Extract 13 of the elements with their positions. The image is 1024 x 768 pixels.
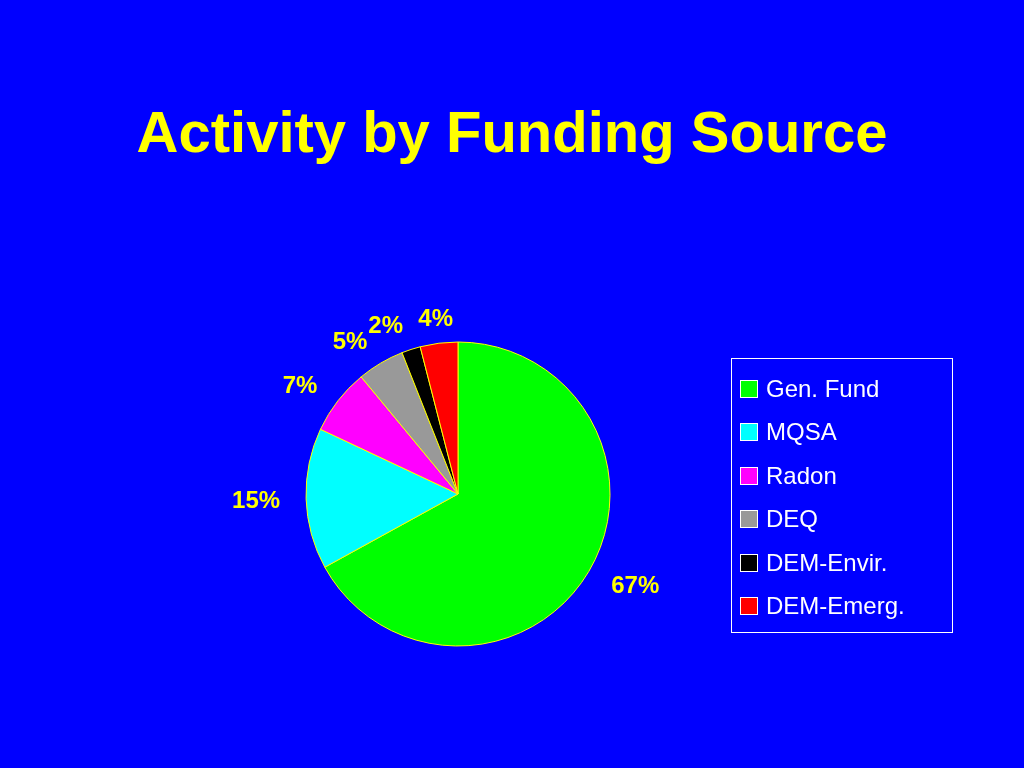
legend-label: MQSA — [766, 418, 837, 447]
data-label: 5% — [332, 327, 368, 355]
data-label: 15% — [232, 486, 281, 514]
chart-title: Activity by Funding Source — [135, 98, 889, 165]
legend-label: DEQ — [766, 505, 819, 534]
data-label: 4% — [418, 303, 454, 331]
legend-label: DEM-Emerg. — [766, 592, 905, 621]
legend-label: Radon — [766, 461, 837, 490]
legend-label: DEM-Envir. — [766, 548, 888, 577]
legend-label: Gen. Fund — [766, 374, 880, 403]
data-label: 2% — [368, 311, 403, 339]
data-label: 67% — [611, 571, 660, 599]
data-label: 7% — [282, 371, 318, 399]
